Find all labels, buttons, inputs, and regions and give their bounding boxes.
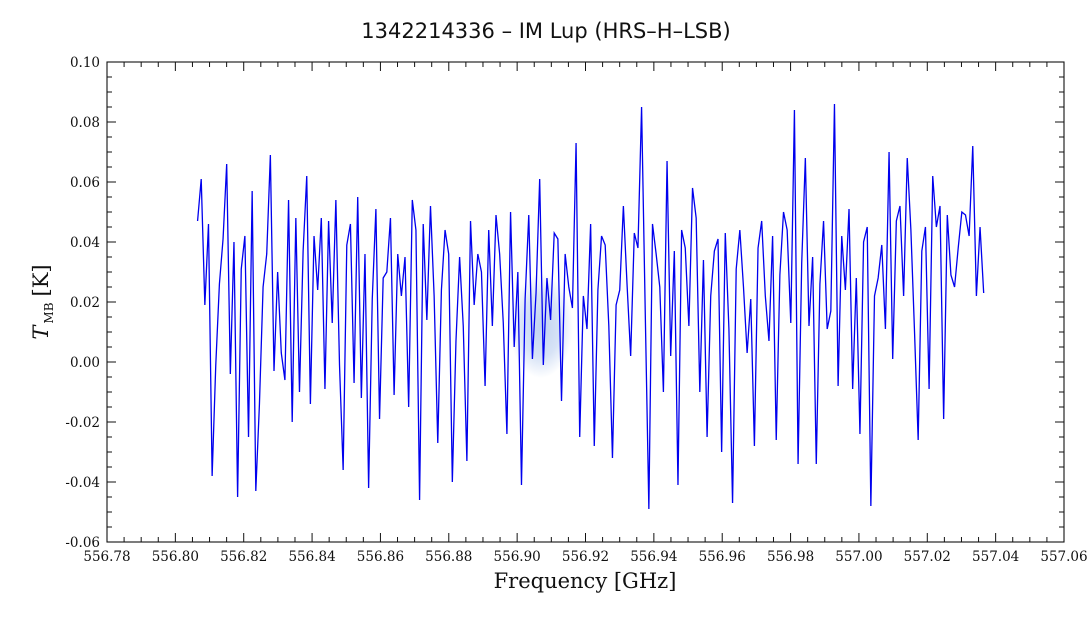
- y-axis-label-subscript: MB: [42, 302, 56, 323]
- y-axis-label-unit: [K]: [29, 264, 53, 296]
- y-tick-label: -0.06: [65, 535, 100, 551]
- x-tick-label: 556.96: [699, 549, 746, 565]
- x-tick-label: 557.02: [904, 549, 951, 565]
- svg-text:TMB[K]: TMB [K]: [29, 264, 56, 339]
- y-tick-label: 0.10: [70, 55, 100, 71]
- chart-title: 1342214336 – IM Lup (HRS–H–LSB): [361, 19, 730, 43]
- x-tick-label: 556.98: [767, 549, 814, 565]
- y-axis: -0.06 -0.04 -0.02 0.00 0.02 0.04 0.06 0.08 0.10: [65, 55, 1064, 551]
- y-tick-label: 0.08: [70, 115, 100, 131]
- x-tick-label: 556.94: [630, 549, 677, 565]
- x-tick-label: 557.04: [972, 549, 1019, 565]
- x-tick-label: 556.84: [288, 549, 335, 565]
- y-tick-label: -0.04: [65, 475, 100, 491]
- x-tick-label: 556.92: [562, 549, 609, 565]
- x-tick-label: 556.86: [357, 549, 404, 565]
- series-line: [196, 103, 985, 510]
- y-tick-label: -0.02: [65, 415, 100, 431]
- x-tick-label: 557.06: [1040, 549, 1087, 565]
- y-tick-label: 0.02: [70, 295, 100, 311]
- x-tick-label: 557.00: [835, 549, 882, 565]
- y-tick-label: 0.00: [70, 355, 100, 371]
- x-tick-label: 556.80: [152, 549, 199, 565]
- y-axis-label-symbol: T: [29, 324, 53, 340]
- x-tick-label: 556.90: [494, 549, 541, 565]
- y-tick-label: 0.04: [70, 235, 100, 251]
- y-axis-label: TMB [K]: [29, 264, 56, 339]
- x-tick-label: 556.78: [83, 549, 130, 565]
- y-tick-label: 0.06: [70, 175, 100, 191]
- x-tick-label: 556.82: [220, 549, 267, 565]
- x-axis-label: Frequency [GHz]: [494, 569, 677, 593]
- x-tick-label: 556.88: [425, 549, 472, 565]
- x-axis: 556.78 556.80 556.82 556.84 556.86 556.88 556.…: [83, 62, 1088, 565]
